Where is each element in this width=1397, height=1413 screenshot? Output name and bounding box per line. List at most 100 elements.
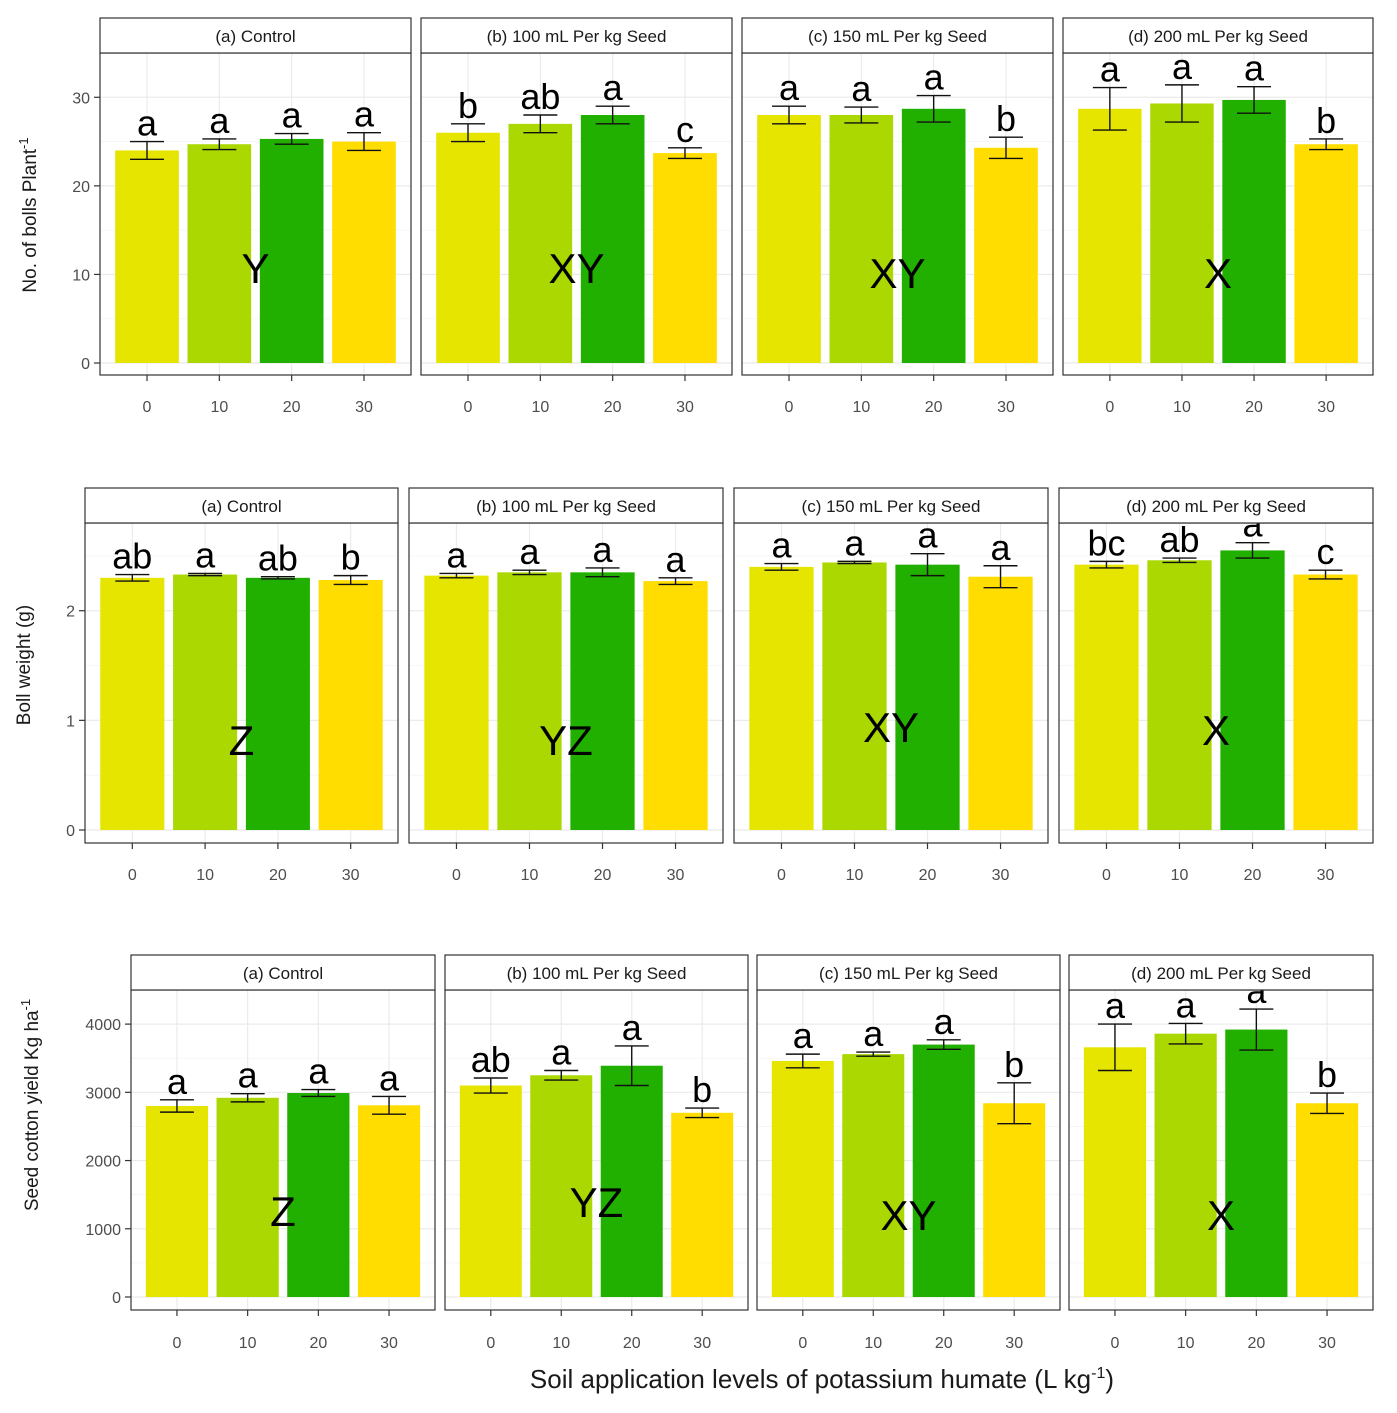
significance-letter: a [1176, 984, 1197, 1025]
bar [901, 108, 966, 363]
x-tick-label: 10 [846, 867, 864, 884]
x-tick-label: 20 [1247, 1335, 1265, 1352]
bar [829, 115, 894, 363]
x-tick-label: 20 [1244, 867, 1262, 884]
bar [653, 153, 717, 363]
significance-letter: a [167, 1061, 188, 1102]
significance-letter: a [1105, 985, 1126, 1026]
group-letter: XY [869, 250, 925, 297]
x-tick-label: 10 [1177, 1335, 1195, 1352]
facet-strip [733, 487, 1049, 524]
bar [1083, 1047, 1147, 1297]
y-tick-label: 30 [72, 90, 90, 107]
x-tick-label: 20 [919, 867, 937, 884]
x-tick-label: 10 [1173, 399, 1191, 416]
significance-letter: a [195, 534, 216, 575]
x-tick-label: 0 [1102, 867, 1111, 884]
significance-letter: a [551, 1032, 572, 1073]
bar [771, 1060, 834, 1297]
significance-letter: a [934, 1001, 955, 1042]
bar [600, 1065, 663, 1297]
x-tick-label: 0 [1111, 1335, 1120, 1352]
significance-letter: a [603, 67, 624, 108]
facet-strip [1058, 487, 1374, 524]
significance-letter: a [379, 1057, 400, 1098]
x-tick-label: 20 [594, 867, 612, 884]
bar [1150, 103, 1214, 363]
group-letter: Y [241, 245, 269, 292]
bar [1294, 144, 1358, 363]
significance-letter: a [844, 522, 865, 563]
bar [1293, 574, 1358, 830]
significance-letter: b [1004, 1044, 1024, 1085]
bar [287, 1093, 350, 1297]
bar [974, 147, 1038, 363]
significance-letter: a [1100, 49, 1121, 90]
significance-letter: ab [1159, 519, 1199, 560]
significance-letter: a [771, 525, 792, 566]
bar [173, 574, 238, 830]
significance-letter: ab [520, 76, 560, 117]
x-tick-label: 20 [1245, 399, 1263, 416]
bar [968, 576, 1033, 830]
bar [643, 581, 708, 830]
group-letter: XY [548, 245, 604, 292]
bar [259, 138, 324, 363]
bar [216, 1097, 279, 1297]
x-tick-label: 0 [143, 399, 152, 416]
significance-letter: a [863, 1013, 884, 1054]
facet-panel: a 0 a 10 a 20 a 30 YZ (b) 100 mL Per kg Seed [408, 487, 724, 884]
group-letter: XY [880, 1192, 936, 1239]
facet-strip [99, 17, 412, 54]
facet-panel: a 0 a 10 a 20 a 30 Y (a) Control [99, 17, 412, 416]
facet-strip-label: (d) 200 mL Per kg Seed [1126, 497, 1306, 516]
x-tick-label: 0 [1105, 399, 1114, 416]
x-tick-label: 30 [997, 399, 1015, 416]
bar [497, 572, 562, 830]
facet-strip [130, 954, 436, 991]
y-tick-label: 0 [81, 356, 90, 373]
facet-strip [444, 954, 749, 991]
facet-strip-label: (c) 150 mL Per kg Seed [819, 964, 998, 983]
facet-strip-label: (d) 200 mL Per kg Seed [1131, 964, 1311, 983]
bar [424, 575, 489, 830]
x-tick-label: 10 [521, 867, 539, 884]
x-tick-label: 30 [1005, 1335, 1023, 1352]
group-letter: Z [229, 717, 255, 764]
bar [100, 577, 165, 830]
significance-letter: b [1316, 100, 1336, 141]
facet-strip-label: (a) Control [201, 497, 281, 516]
y-tick-label: 2000 [85, 1154, 121, 1171]
bar [436, 132, 500, 363]
facet-panel: ab 0 a 10 ab 20 b 30 Z (a) Control [84, 487, 399, 884]
bar [1154, 1033, 1217, 1297]
y-tick-label: 1000 [85, 1222, 121, 1239]
bar [530, 1075, 593, 1297]
y-axis-title-main: No. of bolls Plant [20, 148, 41, 292]
y-tick-label: 3000 [85, 1085, 121, 1102]
facet-strip [420, 17, 733, 54]
significance-letter: a [924, 57, 945, 98]
significance-letter: a [851, 68, 872, 109]
group-letter: Z [270, 1188, 296, 1235]
x-tick-label: 10 [196, 867, 214, 884]
bar [1220, 550, 1285, 830]
x-tick-label: 0 [798, 1335, 807, 1352]
x-tick-label: 20 [925, 399, 943, 416]
significance-letter: a [354, 94, 375, 135]
significance-letter: bc [1087, 522, 1125, 563]
x-tick-label: 30 [355, 399, 373, 416]
x-tick-label: 10 [239, 1335, 257, 1352]
significance-letter: a [991, 527, 1012, 568]
significance-letter: ab [471, 1039, 511, 1080]
bar [1222, 99, 1286, 363]
x-tick-label: 0 [128, 867, 137, 884]
group-letter: X [1204, 250, 1232, 297]
bar [671, 1112, 734, 1297]
bar [332, 141, 396, 363]
x-tick-label: 0 [464, 399, 473, 416]
facet-strip-label: (b) 100 mL Per kg Seed [487, 27, 667, 46]
